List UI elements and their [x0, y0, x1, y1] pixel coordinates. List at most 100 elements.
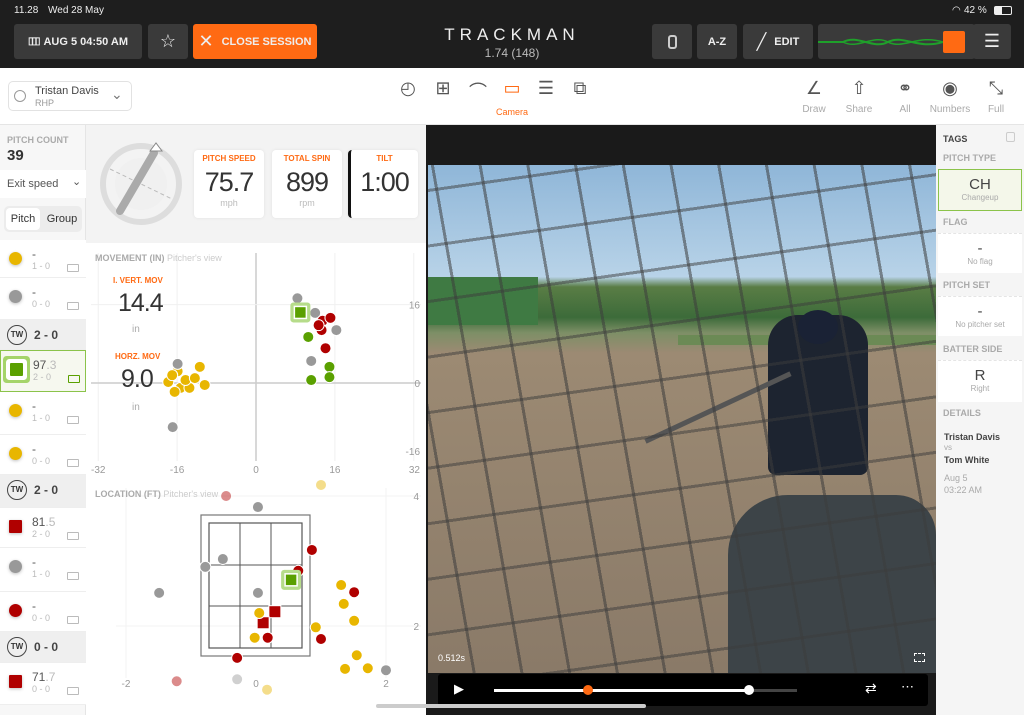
pitch-list-item[interactable]: 97.3 2 - 0	[0, 350, 86, 392]
horz-mov-value: 9.0	[121, 365, 154, 393]
pitch-list-item[interactable]: - 0 - 0	[0, 435, 86, 475]
star-icon: ☆	[159, 31, 177, 51]
location-point	[248, 631, 261, 644]
location-point	[220, 490, 233, 502]
pitch-list-item[interactable]: - 1 - 0	[0, 240, 86, 278]
location-title: LOCATION (FT) Pitcher's view	[95, 489, 219, 499]
pitch-list-item[interactable]: - 0 - 0	[0, 592, 86, 632]
pitch-type-tag[interactable]: CH Changeup	[938, 169, 1022, 211]
grid-icon[interactable]: ⊞	[435, 78, 451, 98]
draw-icon[interactable]: ∠	[805, 78, 823, 98]
x-tick-label: 16	[329, 465, 341, 476]
favorite-button[interactable]: ☆	[148, 24, 188, 59]
video-camera-icon[interactable]	[68, 375, 80, 383]
more-icon[interactable]: ⋯	[901, 679, 914, 694]
batter-count: 2 - 0	[34, 483, 59, 497]
trajectory-icon[interactable]: ⌒	[469, 82, 487, 102]
play-button[interactable]: ▶	[454, 681, 464, 696]
location-point	[261, 683, 274, 696]
close-session-label: CLOSE SESSION	[221, 35, 312, 48]
edit-button[interactable]: ╱ EDIT	[743, 24, 813, 59]
spin-axis-ball	[100, 142, 182, 225]
eye-icon[interactable]: ◉	[942, 78, 958, 98]
share-icon[interactable]: ⇧	[851, 78, 867, 98]
playhead[interactable]	[743, 685, 754, 695]
location-point	[199, 560, 212, 573]
movement-point	[291, 292, 304, 305]
x-tick-label: -32	[91, 465, 106, 476]
batter-group-header[interactable]: TW 2 - 0	[0, 475, 86, 508]
share-label: Share	[845, 104, 873, 115]
fullscreen-icon[interactable]: ⤡	[988, 78, 1004, 98]
horz-mov-unit: in	[132, 402, 140, 413]
location-point	[170, 675, 183, 688]
menu-button[interactable]: ☰	[973, 24, 1011, 59]
video-frame[interactable]: 0.512s	[428, 165, 936, 673]
y-tick-label: 16	[409, 301, 421, 312]
movement-point	[312, 319, 325, 332]
gauge-icon[interactable]: ◴	[400, 78, 416, 98]
batter-group-header[interactable]: TW 2 - 0	[0, 320, 86, 350]
status-time: 11.28	[14, 5, 39, 16]
batter-count: 2 - 0	[34, 328, 59, 342]
flag-name: No flag	[967, 257, 993, 266]
pitch-value: -	[32, 399, 36, 413]
trackman-logo: TRACKMAN	[444, 25, 580, 44]
toggle-group[interactable]: Group	[46, 213, 78, 225]
loop-icon[interactable]: ⇄	[865, 680, 877, 696]
player-selector[interactable]: Tristan Davis RHP ⌄	[8, 81, 132, 111]
pitch-speed-label: PITCH SPEED	[202, 154, 256, 163]
batter-side-tag[interactable]: R Right	[938, 360, 1022, 402]
pitch-count: 1 - 0	[32, 261, 51, 271]
all-icon[interactable]: ⚭	[897, 78, 913, 98]
video-camera-icon[interactable]	[67, 416, 79, 424]
batter-group-header[interactable]: TW 0 - 0	[0, 632, 86, 663]
session-button[interactable]: ▯▯▯ AUG 5 04:50 AM	[14, 24, 142, 59]
close-session-button[interactable]: ✕ CLOSE SESSION	[193, 24, 317, 59]
pitch-list-item[interactable]: - 1 - 0	[0, 392, 86, 435]
video-camera-icon[interactable]	[67, 687, 79, 695]
watch-icon	[667, 34, 677, 49]
location-point	[350, 649, 363, 662]
pitch-list-item[interactable]: 81.5 2 - 0	[0, 508, 86, 548]
video-camera-icon[interactable]	[67, 532, 79, 540]
radar-status[interactable]	[818, 24, 975, 59]
details-label: DETAILS	[943, 408, 981, 418]
camera-icon[interactable]: ▭	[503, 78, 521, 98]
signal-wave-icon	[818, 38, 943, 45]
numbers-label: Numbers	[929, 104, 971, 115]
metric-select[interactable]: Exit speed ⌄	[0, 170, 86, 198]
pitch-list-item[interactable]: - 1 - 0	[0, 548, 86, 592]
lock-icon[interactable]	[1006, 132, 1015, 142]
trim-marker[interactable]	[582, 685, 593, 695]
app-version: 1.74 (148)	[484, 46, 540, 60]
pitch-count: 1 - 0	[32, 569, 51, 579]
video-camera-icon[interactable]	[67, 572, 79, 580]
expand-icon[interactable]	[914, 653, 925, 662]
video-camera-icon[interactable]	[67, 616, 79, 624]
vert-mov-value: 14.4	[118, 289, 164, 317]
video-camera-icon[interactable]	[67, 459, 79, 467]
video-camera-icon[interactable]	[67, 264, 79, 272]
pitch-set-tag[interactable]: - No pitcher set	[938, 296, 1022, 336]
location-point	[339, 662, 352, 675]
location-point	[315, 478, 327, 491]
pitch-list-item[interactable]: 71.7 0 - 0	[0, 663, 86, 705]
watch-button[interactable]	[652, 24, 692, 59]
y-tick-label: 4	[413, 492, 419, 503]
toggle-pitch[interactable]: Pitch	[6, 208, 40, 230]
flag-tag[interactable]: - No flag	[938, 233, 1022, 273]
status-date: Wed 28 May	[48, 5, 104, 16]
metric-select-value: Exit speed	[7, 178, 59, 190]
overlay-icon[interactable]: ⧉	[573, 78, 587, 98]
list-icon[interactable]: ☰	[537, 78, 555, 98]
pitch-list-item[interactable]: - 0 - 0	[0, 278, 86, 320]
video-camera-icon[interactable]	[67, 302, 79, 310]
movement-point	[330, 324, 343, 337]
sort-az-button[interactable]: A-Z	[697, 24, 737, 59]
location-chart: -2 0 2 4 2	[116, 478, 421, 696]
movement-point	[166, 369, 179, 382]
selected-pitch-marker	[293, 305, 308, 320]
pitch-value: -	[32, 555, 36, 569]
x-tick-label: 2	[383, 679, 389, 690]
